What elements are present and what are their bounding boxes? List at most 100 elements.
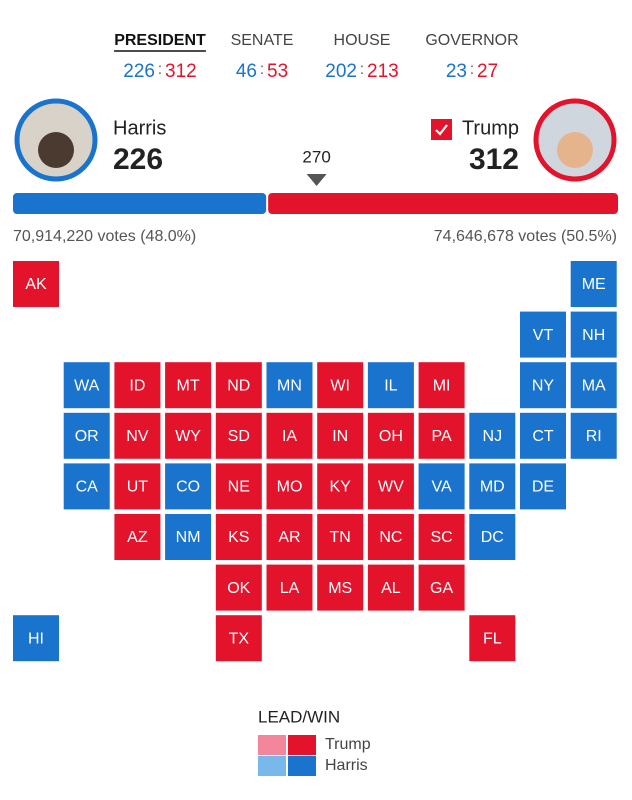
state-label: NY bbox=[532, 377, 555, 394]
state-label: MT bbox=[177, 377, 200, 394]
state-tile[interactable] bbox=[317, 514, 364, 560]
state-tile[interactable] bbox=[266, 362, 313, 409]
winner-check-box bbox=[431, 119, 452, 140]
state-label: RI bbox=[586, 428, 602, 445]
state-label: KS bbox=[228, 529, 249, 546]
state-label: NV bbox=[126, 428, 149, 445]
state-label: CT bbox=[532, 428, 554, 445]
state-tile[interactable] bbox=[469, 514, 516, 560]
state-tile[interactable] bbox=[266, 514, 313, 560]
state-tile[interactable] bbox=[317, 362, 364, 409]
tab-separator: : bbox=[260, 61, 264, 78]
state-tile[interactable] bbox=[114, 362, 161, 409]
state-tile[interactable] bbox=[367, 514, 414, 560]
state-tile[interactable] bbox=[215, 412, 262, 459]
state-tile[interactable] bbox=[63, 362, 110, 409]
state-tile[interactable] bbox=[520, 463, 566, 510]
state-tile[interactable] bbox=[13, 615, 59, 662]
state-tile[interactable] bbox=[266, 463, 313, 510]
state-label: MI bbox=[433, 377, 451, 394]
state-label: PA bbox=[432, 428, 452, 445]
state-tile[interactable] bbox=[367, 564, 414, 611]
tab-label[interactable]: HOUSE bbox=[334, 32, 391, 49]
state-label: OR bbox=[75, 428, 99, 445]
tab-rep-count: 27 bbox=[477, 61, 498, 82]
state-label: NH bbox=[582, 327, 605, 344]
state-tile[interactable] bbox=[418, 514, 465, 560]
state-tile[interactable] bbox=[570, 261, 617, 307]
state-tile[interactable] bbox=[367, 412, 414, 459]
state-tile[interactable] bbox=[469, 615, 516, 662]
state-tile[interactable] bbox=[63, 463, 110, 510]
state-label: FL bbox=[483, 630, 502, 647]
state-tile[interactable] bbox=[469, 463, 516, 510]
state-tile[interactable] bbox=[418, 362, 465, 409]
state-tile[interactable] bbox=[165, 514, 212, 560]
state-tile[interactable] bbox=[114, 463, 161, 510]
state-tile[interactable] bbox=[520, 412, 566, 459]
state-tile[interactable] bbox=[215, 362, 262, 409]
state-tile[interactable] bbox=[13, 261, 59, 307]
state-tile[interactable] bbox=[418, 564, 465, 611]
state-label: HI bbox=[28, 630, 44, 647]
threshold-marker bbox=[306, 174, 327, 186]
state-label: TN bbox=[330, 529, 351, 546]
state-tile[interactable] bbox=[570, 412, 617, 459]
rep-votes: 74,646,678 votes (50.5%) bbox=[434, 228, 617, 245]
state-tile[interactable] bbox=[165, 412, 212, 459]
state-tile[interactable] bbox=[317, 412, 364, 459]
state-tile[interactable] bbox=[570, 311, 617, 358]
state-label: CO bbox=[176, 479, 200, 496]
state-tile[interactable] bbox=[215, 564, 262, 611]
state-tile[interactable] bbox=[215, 514, 262, 560]
state-label: GA bbox=[430, 580, 453, 597]
legend-win-swatch bbox=[288, 735, 316, 755]
state-label: MA bbox=[582, 377, 606, 394]
state-tile[interactable] bbox=[469, 412, 516, 459]
state-tile[interactable] bbox=[114, 514, 161, 560]
state-tile[interactable] bbox=[520, 311, 566, 358]
state-tile[interactable] bbox=[520, 362, 566, 409]
threshold-label: 270 bbox=[302, 147, 330, 166]
state-label: VA bbox=[432, 479, 452, 496]
tab-label[interactable]: GOVERNOR bbox=[425, 32, 518, 49]
state-tile[interactable] bbox=[418, 463, 465, 510]
state-tile[interactable] bbox=[215, 463, 262, 510]
state-label: UT bbox=[127, 479, 149, 496]
state-label: LA bbox=[280, 580, 300, 597]
state-label: CA bbox=[76, 479, 99, 496]
state-label: IA bbox=[282, 428, 297, 445]
state-label: MN bbox=[277, 377, 302, 394]
legend-label: Harris bbox=[325, 757, 368, 774]
tab-dem-count: 202 bbox=[325, 61, 357, 82]
harris-photo-silhouette bbox=[38, 132, 74, 168]
state-label: DC bbox=[481, 529, 504, 546]
state-label: MS bbox=[328, 580, 352, 597]
state-label: DE bbox=[532, 479, 554, 496]
state-tile[interactable] bbox=[215, 615, 262, 662]
state-tile[interactable] bbox=[165, 362, 212, 409]
tab-label[interactable]: PRESIDENT bbox=[114, 32, 206, 49]
tab-separator: : bbox=[158, 61, 162, 78]
state-tile[interactable] bbox=[570, 362, 617, 409]
state-tile[interactable] bbox=[266, 412, 313, 459]
tab-rep-count: 53 bbox=[267, 61, 288, 82]
tab-dem-count: 23 bbox=[446, 61, 467, 82]
tab-label[interactable]: SENATE bbox=[231, 32, 294, 49]
state-label: SD bbox=[228, 428, 250, 445]
state-tile[interactable] bbox=[418, 412, 465, 459]
state-tile[interactable] bbox=[114, 412, 161, 459]
state-tile[interactable] bbox=[367, 362, 414, 409]
rep-name: Trump bbox=[462, 117, 519, 139]
state-tile[interactable] bbox=[317, 564, 364, 611]
state-tile[interactable] bbox=[266, 564, 313, 611]
rep-ev: 312 bbox=[469, 143, 519, 176]
state-tile[interactable] bbox=[63, 412, 110, 459]
state-tile[interactable] bbox=[317, 463, 364, 510]
state-tile[interactable] bbox=[367, 463, 414, 510]
tab-dem-count: 226 bbox=[123, 61, 155, 82]
state-label: TX bbox=[229, 630, 250, 647]
state-tile[interactable] bbox=[165, 463, 212, 510]
state-label: NM bbox=[176, 529, 201, 546]
